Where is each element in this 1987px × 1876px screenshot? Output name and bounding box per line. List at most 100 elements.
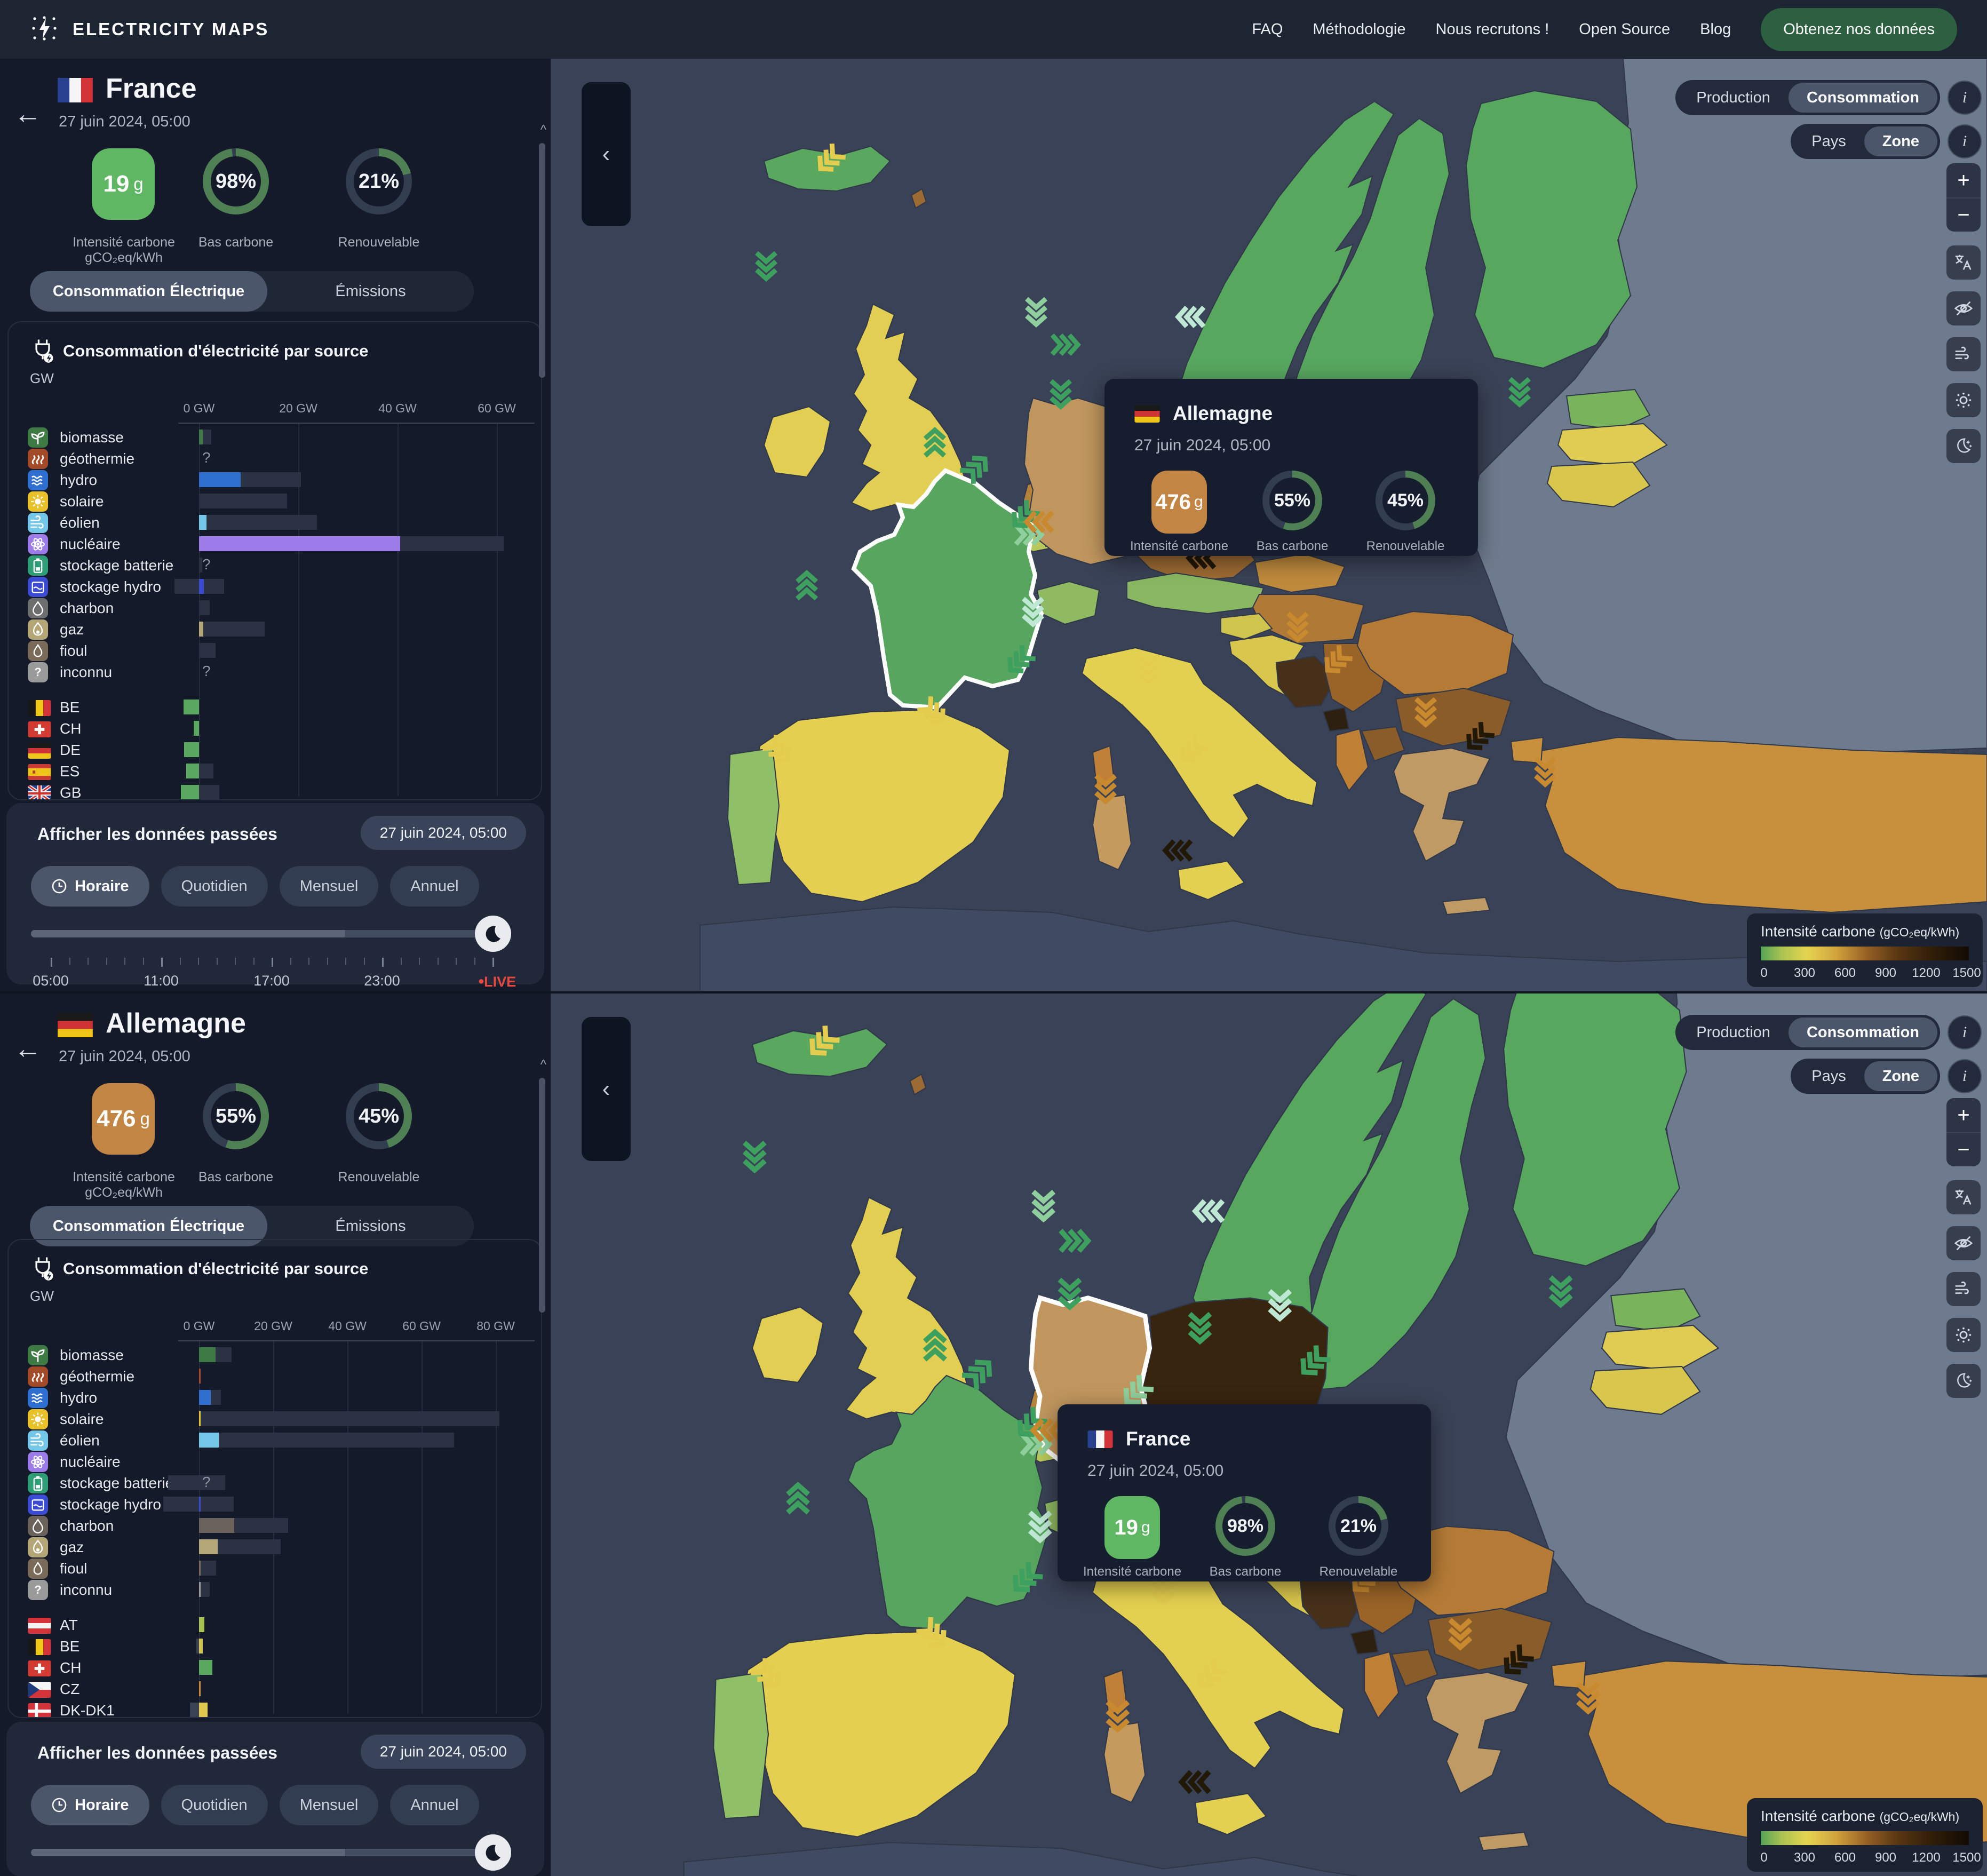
country-gr[interactable] bbox=[1425, 1672, 1530, 1794]
granularity-info-button[interactable]: i bbox=[1948, 1059, 1982, 1093]
mode-info-button[interactable]: i bbox=[1948, 1015, 1982, 1050]
period-annuel[interactable]: Annuel bbox=[390, 1785, 479, 1825]
toggle-zone[interactable]: Zone bbox=[1864, 126, 1937, 156]
country-pt[interactable] bbox=[713, 1672, 769, 1819]
country-al[interactable] bbox=[1363, 1651, 1400, 1719]
scroll-up-icon[interactable]: ^ bbox=[540, 123, 546, 137]
country-sic[interactable] bbox=[1177, 860, 1245, 901]
country-sar[interactable] bbox=[1103, 1722, 1146, 1803]
country-ee[interactable] bbox=[1565, 388, 1651, 431]
mode-info-button[interactable]: i bbox=[1948, 81, 1982, 115]
live-label[interactable]: •LIVE bbox=[478, 973, 516, 990]
language-button[interactable] bbox=[1946, 1180, 1981, 1214]
moon-stars-button[interactable] bbox=[1946, 1364, 1981, 1398]
country-fi[interactable] bbox=[1503, 993, 1687, 1267]
toggle-zone[interactable]: Zone bbox=[1864, 1061, 1937, 1091]
granularity-info-button[interactable]: i bbox=[1948, 124, 1982, 158]
period-quotidien[interactable]: Quotidien bbox=[161, 866, 268, 907]
eye-off-button[interactable] bbox=[1946, 1226, 1981, 1260]
nav-link[interactable]: Méthodologie bbox=[1313, 20, 1406, 38]
country-me[interactable] bbox=[1322, 706, 1350, 732]
country-gb[interactable] bbox=[851, 303, 968, 512]
country-gb[interactable] bbox=[845, 1196, 970, 1420]
get-data-button[interactable]: Obtenez nos données bbox=[1761, 7, 1957, 51]
chart-unit: GW bbox=[30, 370, 54, 386]
scroll-up-icon[interactable]: ^ bbox=[540, 1058, 546, 1072]
country-ie[interactable] bbox=[763, 406, 831, 478]
time-slider[interactable] bbox=[31, 1834, 511, 1871]
zoom-in-button[interactable]: + bbox=[1957, 1103, 1970, 1127]
toggle-production[interactable]: Production bbox=[1696, 89, 1770, 106]
period-quotidien[interactable]: Quotidien bbox=[161, 1785, 268, 1825]
plug-icon bbox=[35, 1257, 53, 1281]
zoom-out-button[interactable]: − bbox=[1946, 197, 1981, 232]
country-ba[interactable] bbox=[1275, 655, 1337, 709]
back-button[interactable]: ← bbox=[14, 99, 42, 130]
toggle-production[interactable]: Production bbox=[1696, 1023, 1770, 1041]
period-horaire[interactable]: Horaire bbox=[31, 1785, 149, 1825]
country-tr[interactable] bbox=[1531, 736, 1987, 913]
country-fr[interactable] bbox=[851, 468, 1044, 710]
country-pt[interactable] bbox=[727, 747, 780, 886]
back-button[interactable]: ← bbox=[14, 1034, 42, 1064]
zoom-out-button[interactable]: − bbox=[1946, 1132, 1981, 1166]
sidebar-scrollbar[interactable] bbox=[539, 143, 545, 378]
nav-link[interactable]: Nous recrutons ! bbox=[1435, 20, 1549, 38]
country-it[interactable] bbox=[1092, 1564, 1345, 1769]
country-lt[interactable] bbox=[1589, 1365, 1701, 1415]
country-it[interactable] bbox=[1081, 647, 1318, 839]
country-gr[interactable] bbox=[1393, 747, 1491, 862]
period-mensuel[interactable]: Mensuel bbox=[279, 1785, 379, 1825]
country-me[interactable] bbox=[1349, 1628, 1379, 1655]
country-north_africa[interactable] bbox=[700, 906, 1987, 991]
country-lt[interactable] bbox=[1546, 461, 1651, 508]
sun-button[interactable] bbox=[1946, 1318, 1981, 1352]
tab-consumption[interactable]: Consommation Électrique bbox=[30, 271, 268, 312]
period-horaire[interactable]: Horaire bbox=[31, 866, 149, 907]
country-fi[interactable] bbox=[1465, 90, 1638, 369]
zoom-in-button[interactable]: + bbox=[1957, 168, 1970, 192]
legend-gradient bbox=[1761, 1831, 1969, 1845]
toggle-consumption[interactable]: Consommation bbox=[1788, 83, 1937, 113]
collapse-sidebar-button[interactable]: ‹ bbox=[582, 1017, 631, 1161]
country-sar[interactable] bbox=[1092, 794, 1132, 871]
toggle-consumption[interactable]: Consommation bbox=[1788, 1018, 1937, 1047]
country-fo[interactable] bbox=[909, 1073, 927, 1096]
time-slider[interactable] bbox=[31, 916, 511, 952]
period-mensuel[interactable]: Mensuel bbox=[279, 866, 379, 907]
toggle-country[interactable]: Pays bbox=[1811, 1067, 1846, 1085]
sun-button[interactable] bbox=[1946, 383, 1981, 417]
nav-link[interactable]: Blog bbox=[1700, 20, 1731, 38]
country-si[interactable] bbox=[1220, 613, 1273, 640]
tab-emissions[interactable]: Émissions bbox=[335, 1217, 406, 1235]
brand[interactable]: ELECTRICITY MAPS bbox=[30, 14, 269, 45]
tab-emissions[interactable]: Émissions bbox=[335, 282, 406, 300]
country-gr[interactable] bbox=[1442, 896, 1491, 916]
country-fr[interactable] bbox=[847, 1374, 1050, 1630]
country-ro[interactable] bbox=[1356, 610, 1514, 696]
country-mk[interactable] bbox=[1361, 726, 1405, 762]
language-button[interactable] bbox=[1946, 245, 1981, 280]
country-al[interactable] bbox=[1336, 728, 1369, 792]
nav-link[interactable]: FAQ bbox=[1252, 20, 1283, 38]
time-slider-thumb[interactable] bbox=[475, 916, 511, 952]
wind-button[interactable] bbox=[1946, 1272, 1981, 1306]
collapse-sidebar-button[interactable]: ‹ bbox=[582, 82, 631, 226]
country-ie[interactable] bbox=[751, 1306, 824, 1384]
period-annuel[interactable]: Annuel bbox=[390, 866, 479, 907]
nav-link[interactable]: Open Source bbox=[1579, 20, 1671, 38]
sidebar-scrollbar[interactable] bbox=[539, 1078, 545, 1313]
country-gr[interactable] bbox=[1477, 1831, 1530, 1851]
country-north_africa[interactable] bbox=[683, 1842, 1987, 1876]
eye-off-button[interactable] bbox=[1946, 291, 1981, 325]
country-sic[interactable] bbox=[1195, 1793, 1267, 1835]
time-slider-thumb[interactable] bbox=[475, 1834, 511, 1871]
toggle-country[interactable]: Pays bbox=[1811, 132, 1846, 150]
country-ee[interactable] bbox=[1610, 1288, 1701, 1333]
wind-button[interactable] bbox=[1946, 337, 1981, 371]
country-hu[interactable] bbox=[1252, 594, 1365, 645]
moon-stars-button[interactable] bbox=[1946, 429, 1981, 463]
country-fo[interactable] bbox=[910, 188, 927, 209]
country-se[interactable] bbox=[1286, 998, 1486, 1390]
country-mk[interactable] bbox=[1390, 1649, 1438, 1687]
